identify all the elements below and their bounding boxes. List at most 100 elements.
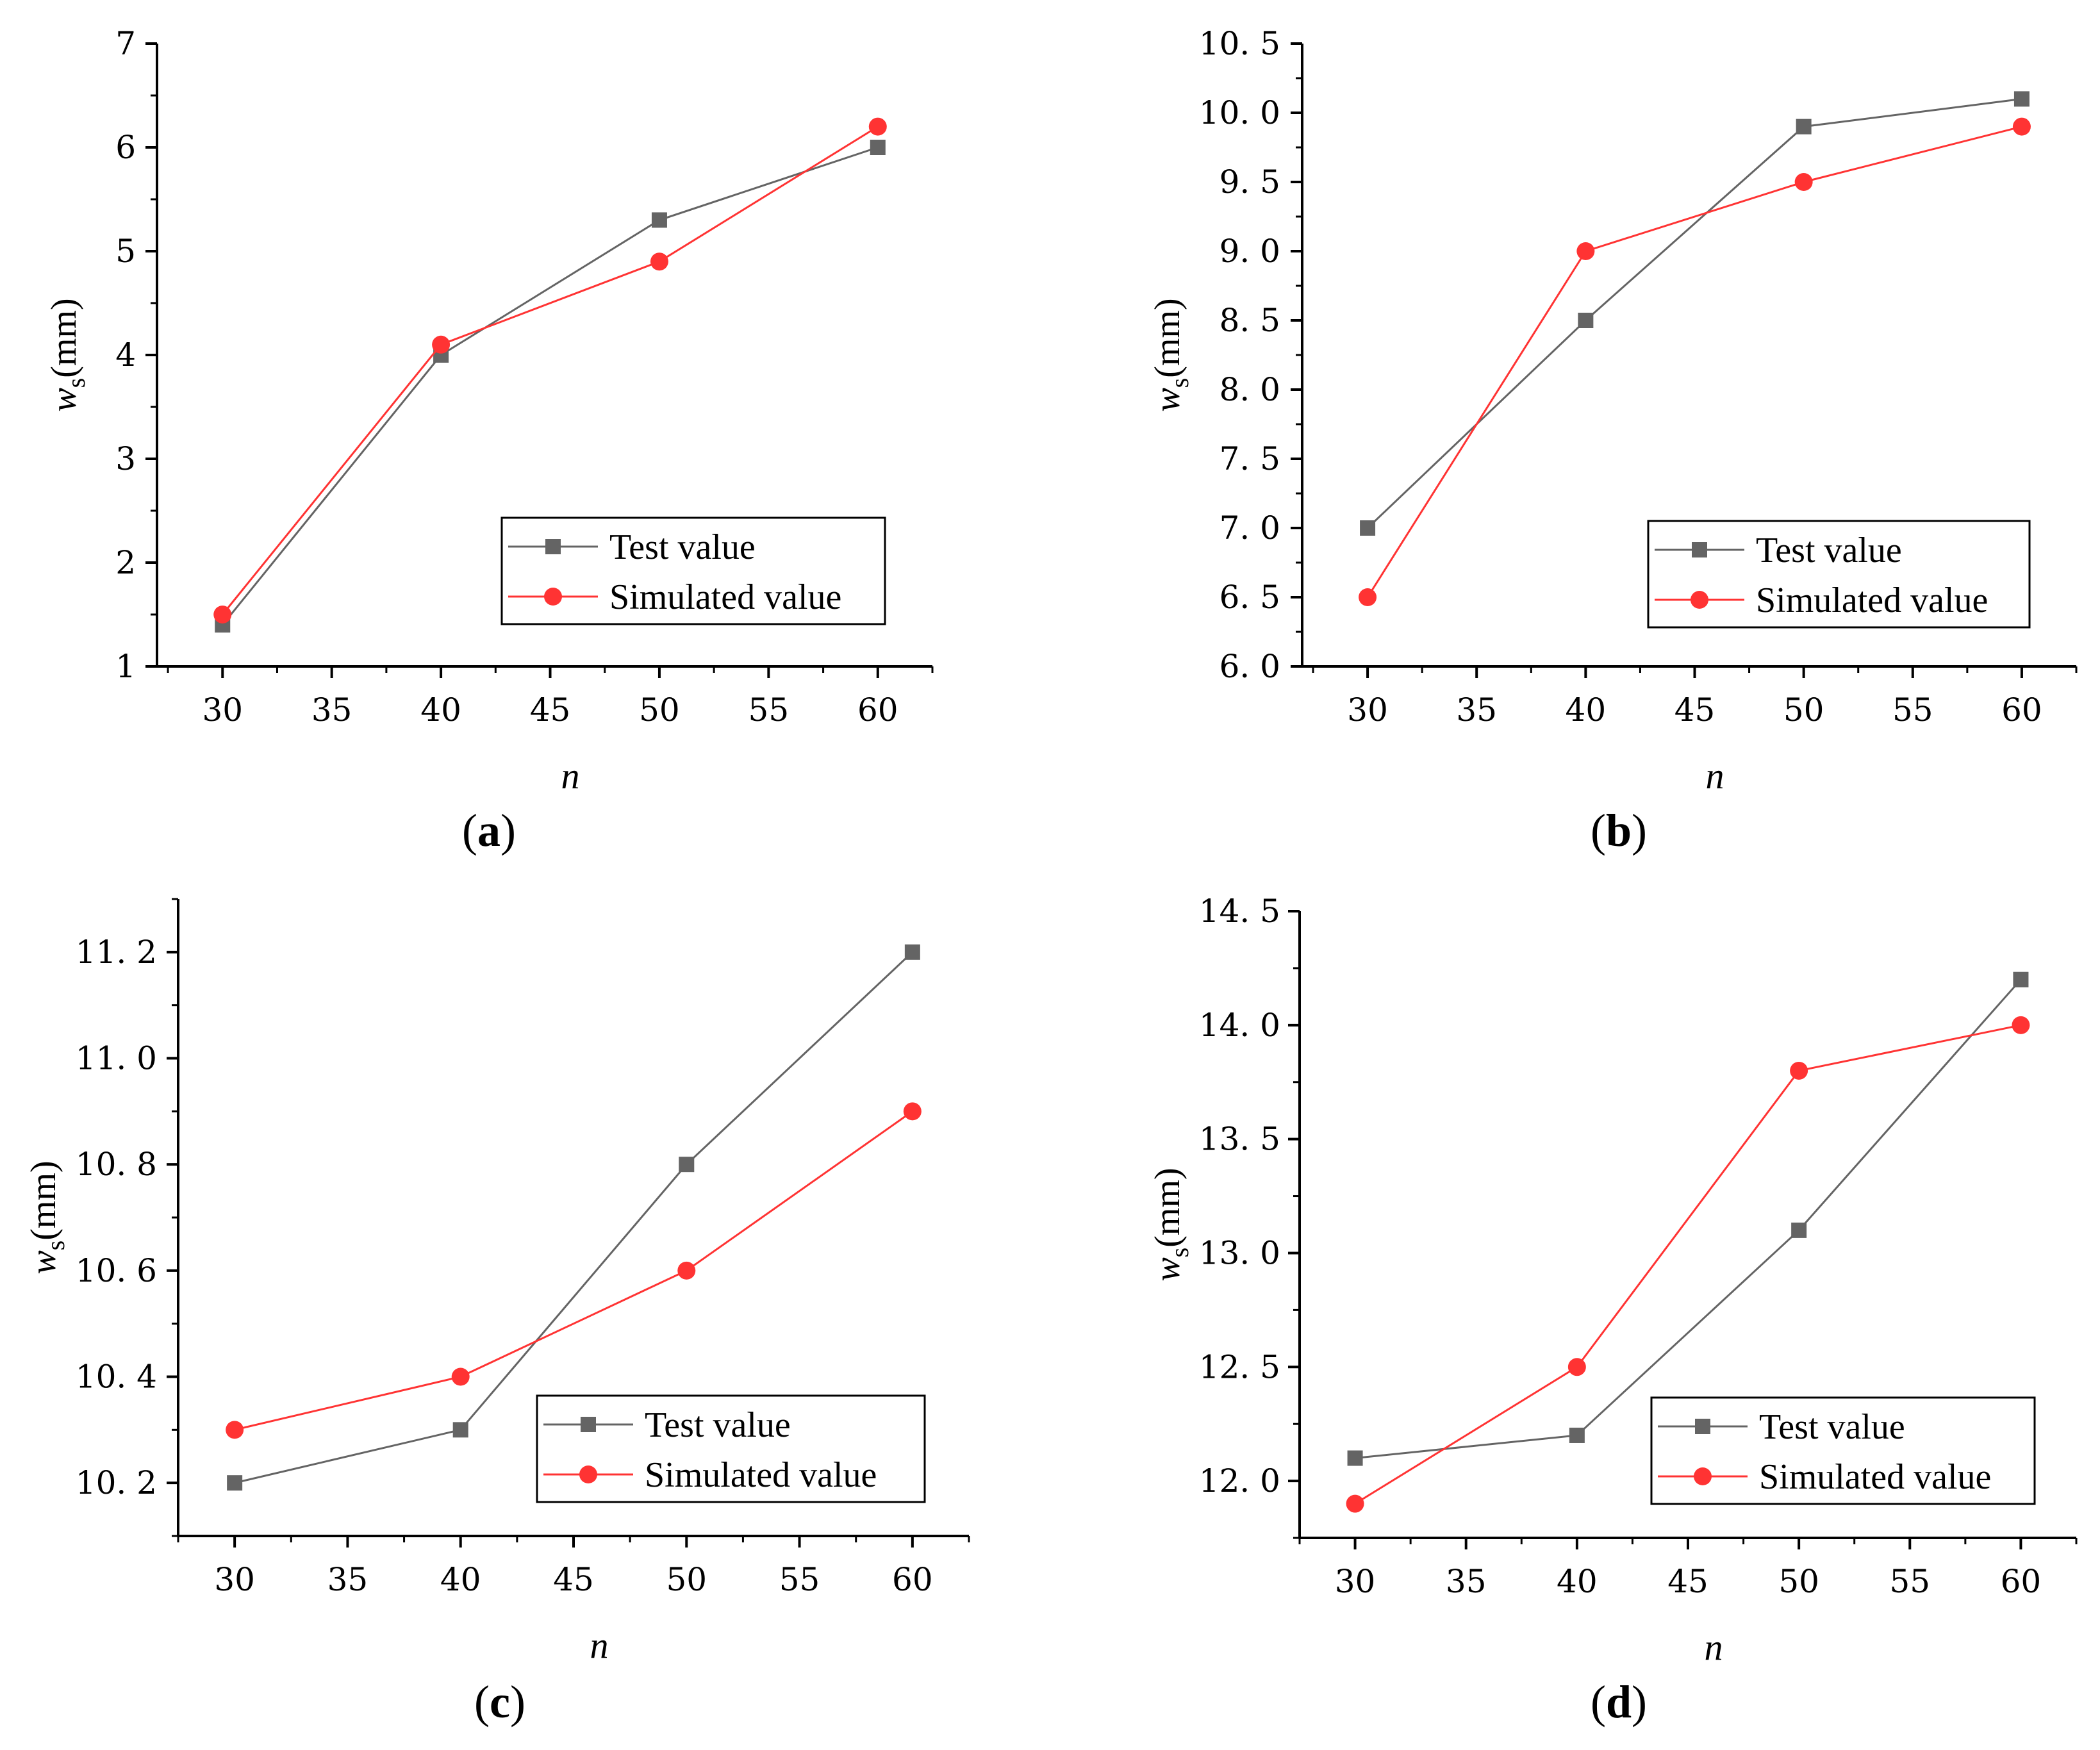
x-tick-label: 30 — [1347, 691, 1388, 729]
y-tick-label: 10. 6 — [76, 1252, 157, 1289]
simulated-value-point — [451, 1367, 470, 1386]
legend-marker-circle — [579, 1465, 597, 1483]
x-tick-label: 35 — [327, 1561, 368, 1598]
simulated-value-point — [213, 606, 232, 623]
y-tick-label: 7 — [115, 25, 136, 62]
x-tick-label: 55 — [779, 1561, 820, 1598]
y-axis-title: ws(mm) — [1148, 1168, 1194, 1281]
test-value-point — [2013, 971, 2029, 987]
x-tick-label: 55 — [748, 691, 790, 729]
x-tick-label: 35 — [311, 691, 352, 729]
simulated-value-point — [2012, 1016, 2030, 1034]
x-tick-label: 30 — [202, 691, 243, 729]
y-axis-title: ws(mm) — [44, 298, 90, 411]
test-value-point — [1360, 520, 1376, 536]
y-tick-label: 5 — [115, 233, 136, 270]
chart-panel-b: 30 35 40 45 50 55 60 6. 0 6. 5 7. 0 7. 5 8. 0 8. 5 9.… — [1148, 25, 2078, 856]
legend-label: Simulated value — [609, 577, 841, 617]
simulated-value-point — [2012, 117, 2031, 136]
legend-box — [1650, 1396, 2036, 1505]
test-value-point — [870, 140, 886, 155]
test-value-point — [1569, 1427, 1585, 1443]
x-tick-label: 30 — [1335, 1563, 1376, 1600]
x-tick-label: 60 — [2001, 1563, 2042, 1600]
y-tick-label: 4 — [115, 336, 136, 374]
simulated-value-line — [222, 126, 879, 615]
x-tick-label: 45 — [530, 691, 571, 729]
simulated-value-point — [903, 1102, 922, 1121]
x-tick-label: 50 — [639, 691, 680, 729]
simulated-value-point — [1794, 173, 1813, 191]
legend-marker-square — [545, 539, 561, 554]
legend-marker-square — [581, 1417, 596, 1432]
simulated-value-point — [1790, 1061, 1808, 1080]
x-tick-label: 60 — [857, 691, 898, 729]
x-tick-label: 55 — [1892, 691, 1933, 729]
y-tick-label: 10. 0 — [1199, 94, 1280, 131]
x-tick-label: 60 — [2001, 691, 2042, 729]
legend-label: Test value — [645, 1405, 791, 1445]
legend-marker-square — [1695, 1419, 1710, 1434]
legend-label: Test value — [609, 527, 756, 567]
y-tick-label: 13. 5 — [1199, 1121, 1280, 1158]
x-tick-label: 60 — [892, 1561, 933, 1598]
legend-marker-circle — [544, 588, 562, 606]
test-value-point — [679, 1157, 695, 1173]
legend-marker-circle — [1691, 591, 1708, 609]
test-value-line — [222, 146, 879, 626]
simulated-value-line — [1366, 126, 2022, 598]
y-axis-title: ws(mm) — [1148, 298, 1194, 411]
test-value-line — [1355, 978, 2022, 1460]
test-value-point — [1796, 119, 1812, 135]
y-tick-label: 14. 0 — [1199, 1007, 1280, 1044]
y-tick-label: 6. 5 — [1219, 579, 1280, 616]
y-tick-label: 13. 0 — [1199, 1234, 1280, 1271]
y-tick-label: 6. 0 — [1219, 648, 1280, 685]
y-tick-label: 7. 5 — [1219, 440, 1280, 477]
x-tick-label: 45 — [1674, 691, 1716, 729]
chart-panel-d: 30 35 40 45 50 55 60 12. 0 12. 5 13. 0 13. 5 14. 0 1… — [1148, 893, 2078, 1728]
y-tick-label: 9. 0 — [1219, 233, 1280, 270]
y-tick-label: 2 — [115, 544, 136, 581]
test-value-point — [1347, 1450, 1363, 1466]
y-tick-label: 7. 0 — [1219, 509, 1280, 547]
y-tick-label: 11. 0 — [76, 1040, 157, 1077]
y-tick-label: 8. 5 — [1219, 302, 1280, 339]
simulated-value-point — [1576, 242, 1595, 260]
test-value-point — [1578, 313, 1594, 328]
legend-box — [1647, 520, 2031, 629]
test-value-point — [1791, 1222, 1807, 1238]
test-value-point — [904, 944, 920, 960]
legend-label: Simulated value — [1759, 1457, 1991, 1497]
legend-label: Test value — [1759, 1407, 1905, 1447]
simulated-value-point — [432, 335, 451, 354]
simulated-value-point — [1567, 1358, 1586, 1376]
x-tick-label: 40 — [420, 691, 461, 729]
legend-box — [536, 1394, 926, 1503]
y-tick-label: 10. 2 — [76, 1464, 157, 1501]
test-value-line — [1367, 97, 2022, 529]
simulated-value-point — [650, 252, 668, 271]
y-tick-label: 14. 5 — [1199, 893, 1280, 930]
x-tick-label: 50 — [1778, 1563, 1819, 1600]
legend-box — [500, 516, 886, 625]
x-axis-title: n — [1705, 1626, 1723, 1668]
simulated-value-line — [234, 1110, 913, 1431]
x-tick-label: 50 — [1783, 691, 1824, 729]
x-tick-label: 30 — [214, 1561, 255, 1598]
legend-label: Test value — [1756, 531, 1902, 570]
y-tick-label: 12. 0 — [1199, 1462, 1280, 1499]
x-tick-label: 40 — [1566, 691, 1607, 729]
x-tick-label: 55 — [1889, 1563, 1930, 1600]
panel-label: (b) — [1591, 805, 1647, 856]
chart-panel-c: 30 35 40 45 50 55 60 10. 2 10. 4 10. 6 10. 8 11. 0 1… — [24, 898, 970, 1728]
legend-marker-square — [1692, 542, 1707, 557]
y-tick-label: 11. 2 — [76, 934, 157, 971]
y-tick-label: 12. 5 — [1199, 1348, 1280, 1385]
test-value-point — [227, 1475, 243, 1491]
simulated-value-point — [1346, 1494, 1364, 1513]
test-value-point — [651, 212, 667, 228]
panel-label: (c) — [474, 1676, 525, 1728]
